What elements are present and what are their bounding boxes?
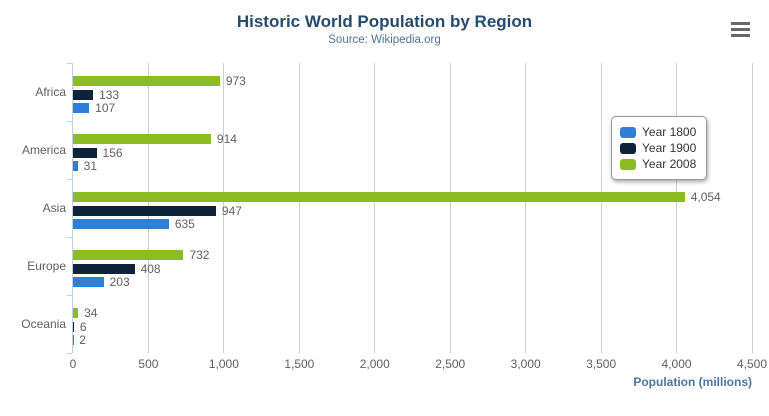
x-axis-tick-label: 4,500 <box>736 357 768 371</box>
data-label: 34 <box>84 306 98 320</box>
gridline <box>449 63 451 353</box>
x-axis-tick-label: 4,000 <box>661 357 692 371</box>
legend-label: Year 2008 <box>642 157 697 171</box>
data-label: 4,054 <box>690 190 721 204</box>
category-axis-tick <box>67 353 72 354</box>
gridline <box>374 63 376 353</box>
category-label: America <box>21 143 66 157</box>
data-label: 732 <box>189 248 210 262</box>
bar-year-1900-oceania[interactable] <box>73 321 74 332</box>
category-axis-tick <box>67 121 72 122</box>
data-label: 133 <box>99 87 120 102</box>
data-label: 947 <box>221 203 242 218</box>
data-label: 973 <box>225 74 246 88</box>
category-label: Oceania <box>21 317 66 331</box>
legend-label: Year 1800 <box>642 125 697 139</box>
x-axis-tick-label: 3,500 <box>586 357 617 371</box>
hamburger-icon <box>730 33 750 37</box>
chart-subtitle: Source: Wikipedia.org <box>328 34 441 46</box>
data-label: 203 <box>109 275 130 289</box>
data-label: 635 <box>174 217 195 231</box>
bar-year-1800-america[interactable] <box>73 161 78 171</box>
gridline <box>298 63 300 353</box>
gridline <box>676 63 678 353</box>
category-axis-tick <box>67 237 72 238</box>
x-axis-tick-label: 0 <box>69 357 77 371</box>
legend-label: Year 1900 <box>642 141 697 155</box>
category-axis-tick <box>67 63 72 64</box>
gridline <box>525 63 527 353</box>
legend-symbol-icon <box>620 142 636 154</box>
x-axis-tick-label: 2,000 <box>359 357 390 371</box>
bar-year-2008-africa[interactable] <box>73 76 220 86</box>
bar-year-2008-oceania[interactable] <box>73 308 79 318</box>
legend-symbol-icon <box>620 126 636 138</box>
bar-year-1900-europe[interactable] <box>73 263 135 274</box>
bar-year-1900-america[interactable] <box>73 147 97 158</box>
category-label: Asia <box>42 201 66 215</box>
category-label: Africa <box>35 85 66 99</box>
legend: Year 1800 Year 1900 Year 2008 <box>611 116 708 180</box>
bar-year-1800-asia[interactable] <box>73 219 169 229</box>
category-label: Europe <box>27 259 66 273</box>
bar-year-1900-africa[interactable] <box>73 89 94 100</box>
gridline <box>600 63 602 353</box>
legend-symbol-icon <box>620 158 636 170</box>
bar-year-1800-europe[interactable] <box>73 277 104 287</box>
x-axis-tick-label: 1,500 <box>284 357 315 371</box>
x-axis-tick-label: 3,000 <box>510 357 541 371</box>
gridline <box>223 63 225 353</box>
x-axis-tick-label: 1,000 <box>208 357 239 371</box>
chart-title: Historic World Population by Region <box>236 12 533 31</box>
bar-year-1900-asia[interactable] <box>73 205 216 216</box>
data-label: 914 <box>216 132 237 146</box>
data-label: 408 <box>140 261 161 276</box>
data-label: 107 <box>95 101 116 115</box>
bar-year-1800-africa[interactable] <box>73 103 90 113</box>
x-axis-tick-label: 500 <box>138 357 159 371</box>
data-label: 2 <box>79 333 86 347</box>
bar-year-1800-oceania[interactable] <box>73 335 74 345</box>
category-axis-line <box>72 63 73 353</box>
hamburger-icon <box>730 21 750 25</box>
export-menu-button[interactable] <box>728 19 752 39</box>
hamburger-icon <box>730 27 750 31</box>
legend-item-year-1800[interactable]: Year 1800 <box>620 125 696 139</box>
data-label: 156 <box>102 145 123 160</box>
gridline <box>751 63 753 353</box>
category-axis-tick <box>67 179 72 180</box>
legend-item-year-1900[interactable]: Year 1900 <box>620 141 696 155</box>
x-axis-tick-label: 2,500 <box>435 357 466 371</box>
data-label: 31 <box>83 159 98 173</box>
data-label: 6 <box>79 319 87 334</box>
bar-year-2008-europe[interactable] <box>73 250 184 260</box>
x-axis-title: Population (millions) <box>633 375 752 389</box>
legend-item-year-2008[interactable]: Year 2008 <box>620 157 696 171</box>
category-axis-tick <box>67 295 72 296</box>
bar-year-2008-asia[interactable] <box>73 192 685 202</box>
bar-year-2008-america[interactable] <box>73 134 211 144</box>
